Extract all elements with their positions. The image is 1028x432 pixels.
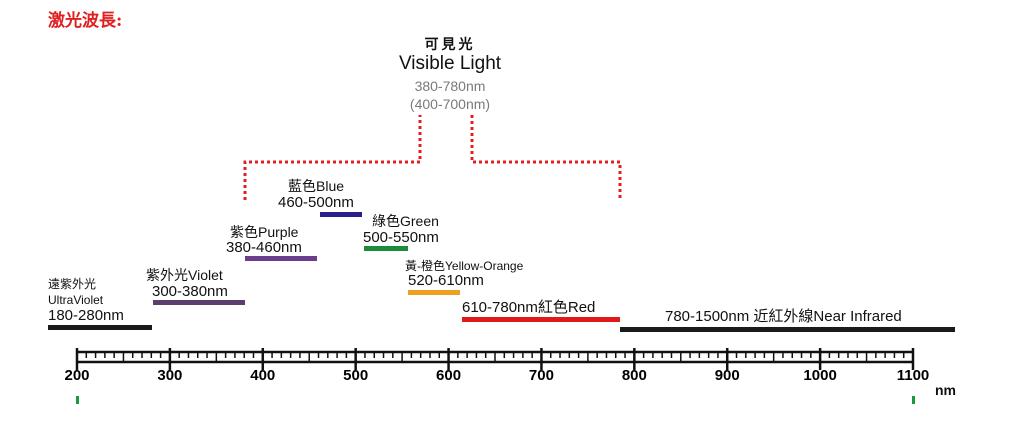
- green-label: 綠色Green: [372, 213, 439, 229]
- tick-label: 900: [715, 367, 740, 384]
- near-infrared-bar: [620, 327, 955, 332]
- visible-light-cn: 可見光: [424, 37, 476, 53]
- yellow-orange-range: 520-610nm: [408, 272, 484, 289]
- red-label: 610-780nm紅色Red: [462, 299, 596, 316]
- yellow-orange-bar: [408, 290, 460, 295]
- yellow-orange-label: 黃-橙色Yellow-Orange: [405, 259, 524, 273]
- axis-unit: nm: [935, 382, 956, 398]
- tick-label: 700: [529, 367, 554, 384]
- blue-range: 460-500nm: [278, 194, 354, 211]
- visible-light-en: Visible Light: [398, 53, 502, 74]
- purple-label: 紫色Purple: [230, 224, 299, 240]
- blue-bar: [320, 212, 362, 217]
- uv-label-cn: 遠紫外光: [48, 277, 97, 291]
- end-marker: [912, 396, 915, 404]
- blue-label: 藍色Blue: [288, 178, 345, 194]
- near-infrared-label: 780-1500nm 近紅外線Near Infrared: [665, 308, 902, 325]
- tick-label: 400: [250, 367, 275, 384]
- purple-range: 380-460nm: [226, 239, 302, 256]
- tick-label: 1100: [897, 367, 930, 384]
- end-marker: [76, 396, 79, 404]
- green-range: 500-550nm: [363, 229, 439, 246]
- tick-label: 800: [622, 367, 647, 384]
- purple-bar: [245, 256, 317, 261]
- page-title: 激光波長:: [48, 11, 123, 31]
- uv-range: 180-280nm: [48, 307, 124, 324]
- tick-label: 300: [157, 367, 182, 384]
- violet-bar: [153, 300, 245, 305]
- tick-label: 500: [343, 367, 368, 384]
- tick-label: 1000: [803, 367, 836, 384]
- uv-bar: [48, 325, 152, 330]
- visible-range-core: (400-700nm): [409, 96, 491, 112]
- visible-range: 380-780nm: [414, 78, 486, 94]
- tick-label: 200: [64, 367, 89, 384]
- tick-label: 600: [436, 367, 461, 384]
- red-bar: [462, 317, 620, 322]
- violet-label: 紫外光Violet: [146, 267, 223, 283]
- uv-label-en: UltraViolet: [48, 293, 104, 307]
- violet-range: 300-380nm: [152, 283, 228, 300]
- green-bar: [364, 246, 408, 251]
